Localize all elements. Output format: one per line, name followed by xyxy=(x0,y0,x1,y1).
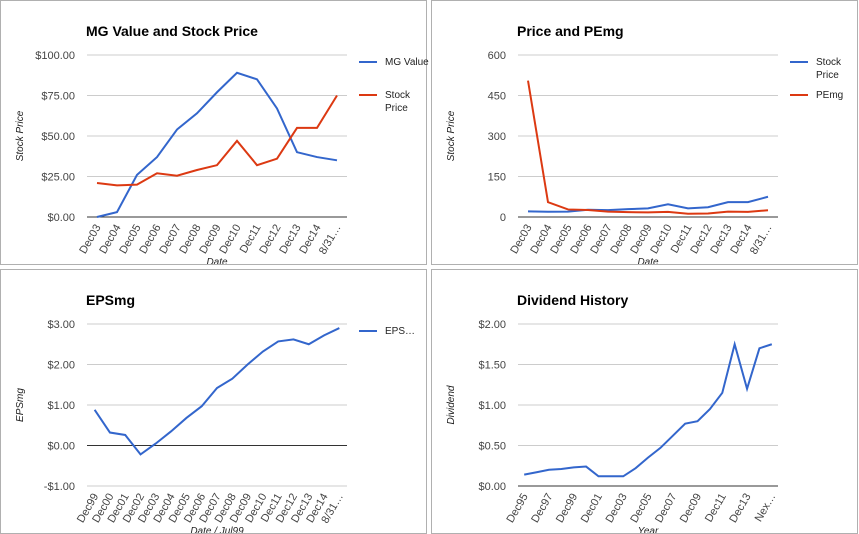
chart: Price and PEmg0150300450600Dec03Dec04Dec… xyxy=(446,23,808,264)
legend-label: Stock Price xyxy=(385,90,411,114)
chart-title: EPSmg xyxy=(86,292,135,308)
y-tick-label: $50.00 xyxy=(41,131,75,143)
y-axis-title: Dividend xyxy=(446,385,457,424)
chart: MG Value and Stock Price $0.00 $25.00 $50.0… xyxy=(15,23,377,264)
y-tick-label: $3.00 xyxy=(47,319,75,331)
legend-label: PEmg xyxy=(816,90,844,101)
legend-label: MG Value xyxy=(385,57,429,68)
x-tick-label: Dec01 xyxy=(579,492,605,526)
data-line xyxy=(96,94,338,187)
y-tick-label: 300 xyxy=(488,131,506,143)
x-tick-label: Dec05 xyxy=(628,492,654,526)
y-axis-title: EPSmg xyxy=(15,388,26,422)
x-tick-label: Dec07 xyxy=(653,492,679,526)
data-line xyxy=(93,327,340,456)
x-tick-label: Dec95 xyxy=(504,492,530,526)
chart-panel: MG Value and Stock Price $0.00 $25.00 $50.0… xyxy=(0,0,429,265)
y-tick-label: $100.00 xyxy=(35,50,75,62)
chart: EPSmg-$1.00$0.00$1.00$2.00$3.00Dec99Dec0… xyxy=(15,292,377,533)
y-tick-label: $2.00 xyxy=(47,360,75,372)
y-tick-label: $1.00 xyxy=(47,400,75,412)
x-tick-label: Dec13 xyxy=(727,492,753,526)
chart: Dividend History $0.00 $0.50 $1.00 $1.50 $2.0… xyxy=(446,292,779,533)
y-tick-label: $0.00 xyxy=(47,441,75,453)
x-tick-label: Dec03 xyxy=(604,492,630,526)
x-axis-title: Date / Jul99 xyxy=(190,526,244,533)
x-axis-title: Date xyxy=(637,257,659,264)
y-tick-label: $1.00 xyxy=(478,400,506,412)
x-axis-title: Year xyxy=(638,526,659,533)
y-tick-label: $0.00 xyxy=(478,481,506,493)
y-tick-label: 0 xyxy=(500,212,506,224)
x-tick-label: Dec11 xyxy=(703,492,729,525)
x-tick-label: Dec97 xyxy=(529,492,555,526)
y-tick-label: $75.00 xyxy=(41,91,75,103)
y-tick-label: $0.00 xyxy=(47,212,75,224)
chart-title: MG Value and Stock Price xyxy=(86,23,258,39)
chart-title: Dividend History xyxy=(517,292,628,308)
y-tick-label: 150 xyxy=(488,172,506,184)
chart-panel: EPSmg -$1.00 $0.00 $1.00 $2.00 $3.00 Dec99 Dec0… xyxy=(0,269,427,534)
y-tick-label: 450 xyxy=(488,91,506,103)
data-line xyxy=(523,340,773,478)
y-tick-label: -$1.00 xyxy=(44,481,75,493)
chart-panel: Price and PEmg 0 150 300 450 600 Dec03 Dec04 Dec… xyxy=(431,0,858,265)
x-tick-label: Dec99 xyxy=(554,492,580,526)
chart-panel: Dividend History $0.00 $0.50 $1.00 $1.50 $2.0… xyxy=(431,269,858,534)
y-tick-label: 600 xyxy=(488,50,506,62)
y-axis-title: Stock Price xyxy=(15,110,26,161)
y-tick-label: $1.50 xyxy=(478,360,506,372)
chart-title: Price and PEmg xyxy=(517,23,624,39)
data-line xyxy=(527,80,769,215)
y-tick-label: $25.00 xyxy=(41,172,75,184)
legend-label: Stock Price xyxy=(816,57,842,81)
y-tick-label: $2.00 xyxy=(478,319,506,331)
y-axis-title: Stock Price xyxy=(446,110,457,161)
data-line xyxy=(96,71,338,218)
data-line xyxy=(527,195,769,213)
legend-label: EPS… xyxy=(385,326,416,337)
x-tick-label: Nex… xyxy=(753,492,779,524)
x-tick-label: Dec09 xyxy=(678,492,704,526)
x-axis-title: Date xyxy=(206,257,228,264)
y-tick-label: $0.50 xyxy=(478,441,506,453)
